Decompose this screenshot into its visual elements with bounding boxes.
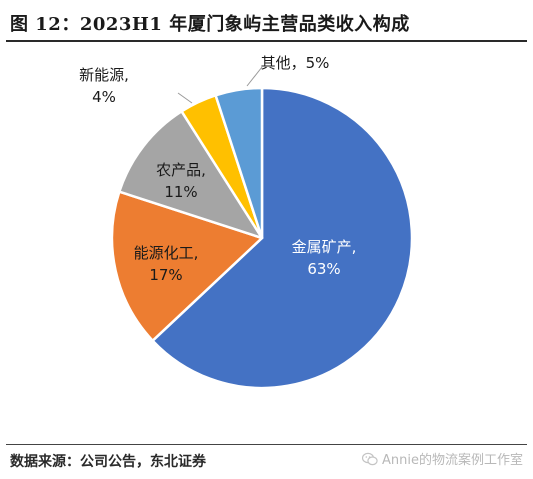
- source-note: 数据来源：公司公告，东北证券: [10, 454, 206, 470]
- pie-chart-area: 金属矿产, 63% 能源化工, 17% 农产品, 11% 新能源, 4% 其他，5%: [0, 40, 533, 440]
- slice-label: 农产品,: [156, 161, 206, 179]
- watermark: Annie的物流案例工作室: [362, 449, 523, 468]
- pie-slice: [118, 110, 264, 240]
- source-divider: [6, 444, 527, 445]
- slice-value: 17%: [149, 266, 182, 284]
- wechat-icon: [362, 452, 378, 465]
- leader-line: [246, 66, 263, 87]
- slice-label: 新能源,: [79, 66, 129, 84]
- title-divider: [6, 40, 527, 42]
- leader-line: [177, 92, 193, 104]
- slice-label: 其他，5%: [261, 54, 330, 72]
- pie-slice: [214, 86, 264, 240]
- pie-chart: 金属矿产, 63% 能源化工, 17% 农产品, 11% 新能源, 4% 其他，5%: [79, 54, 414, 390]
- pie-slice: [151, 86, 414, 390]
- slice-label: 金属矿产,: [292, 238, 357, 256]
- slice-value: 63%: [307, 260, 340, 278]
- pie-slice: [110, 190, 264, 342]
- watermark-text: Annie的物流案例工作室: [382, 453, 523, 468]
- slice-value: 11%: [164, 183, 197, 201]
- slice-value: 4%: [92, 88, 116, 106]
- figure-title: 图 12：2023H1 年厦门象屿主营品类收入构成: [10, 14, 410, 35]
- figure-header: 图 12：2023H1 年厦门象屿主营品类收入构成: [6, 4, 527, 42]
- slice-label: 能源化工,: [134, 244, 199, 262]
